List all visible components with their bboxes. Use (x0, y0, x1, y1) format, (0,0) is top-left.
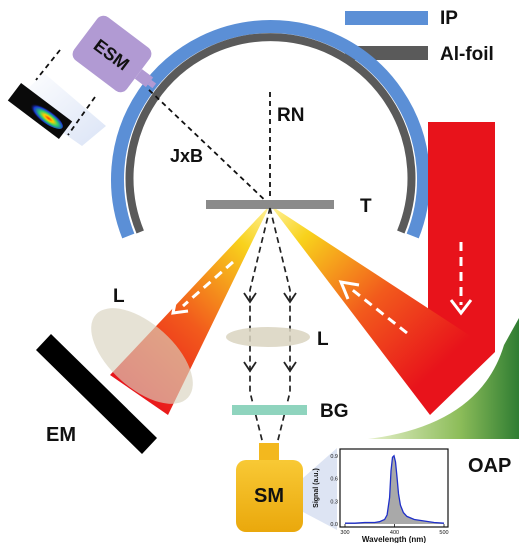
chevron-icon (283, 292, 297, 304)
target (206, 200, 334, 209)
legend-ip-swatch (345, 11, 428, 25)
oap-label: OAP (468, 455, 511, 477)
lens-center-label: L (317, 329, 329, 350)
inset-y-tick-label: 0.0 (330, 522, 338, 528)
focus-arrow-head (338, 280, 360, 300)
inset-y-tick-label: 0.9 (330, 454, 338, 460)
em-label: EM (46, 424, 76, 446)
sm-label: SM (254, 485, 284, 507)
inset-x-tick-label: 300 (340, 530, 349, 536)
inset-y-axis-label: Signal (a.u.) (313, 468, 320, 508)
ray-chevrons (243, 292, 297, 373)
inset-x-tick-label: 500 (439, 530, 448, 536)
esm-box: ESM (72, 15, 157, 93)
spectrum-line (345, 454, 445, 524)
esm-line (147, 88, 271, 206)
chevron-icon (283, 361, 297, 373)
incoming-arrow-head (449, 299, 473, 316)
chevron-icon (243, 361, 257, 373)
beam-direction-arrows (171, 242, 473, 335)
spectrum-fill (345, 455, 444, 524)
esm-image (7, 82, 73, 140)
sm-box (236, 460, 303, 532)
ip-arc (111, 20, 430, 239)
oap-mirror (368, 318, 519, 439)
inset-x-tick-label: 400 (390, 530, 399, 536)
sm-spectrometer: SM (236, 443, 303, 532)
al-foil-arc (125, 33, 416, 234)
inset-y-tick-label: 0.3 (330, 499, 338, 505)
exit-arrow-head (171, 297, 189, 315)
focus-arrow-line (349, 286, 408, 335)
esm-view-line-bottom (67, 96, 96, 136)
spectrum-inset: 300 400 500 0.0 0.3 0.6 0.9 Wavelength (nm) S… (313, 448, 449, 543)
bg-filter (232, 405, 307, 415)
inset-y-ticks: 0.0 0.3 0.6 0.9 (330, 454, 338, 528)
rn-label: RN (277, 105, 304, 126)
inset-x-ticks: 300 400 500 (340, 524, 449, 536)
inset-y-tick-label: 0.6 (330, 477, 338, 483)
target-label: T (360, 196, 372, 217)
sm-neck (259, 443, 279, 463)
focused-laser-beam (270, 205, 495, 415)
em-block (36, 334, 157, 454)
legend-al-foil-label: Al-foil (440, 44, 494, 65)
esm-view-line-top (35, 49, 61, 81)
chevron-icon (243, 292, 257, 304)
esm-assembly: ESM (7, 15, 157, 146)
esm-view-cone (16, 73, 106, 146)
legend-ip-label: IP (440, 8, 458, 29)
inset-connector (303, 448, 337, 530)
jxb-label: JxB (170, 146, 203, 166)
lens-center (226, 327, 310, 347)
inset-x-axis-label: Wavelength (nm) (362, 535, 426, 543)
lens-left-label: L (113, 286, 125, 307)
exit-arrow-line (182, 260, 234, 308)
lens-left (91, 308, 193, 404)
bg-label: BG (320, 401, 349, 422)
